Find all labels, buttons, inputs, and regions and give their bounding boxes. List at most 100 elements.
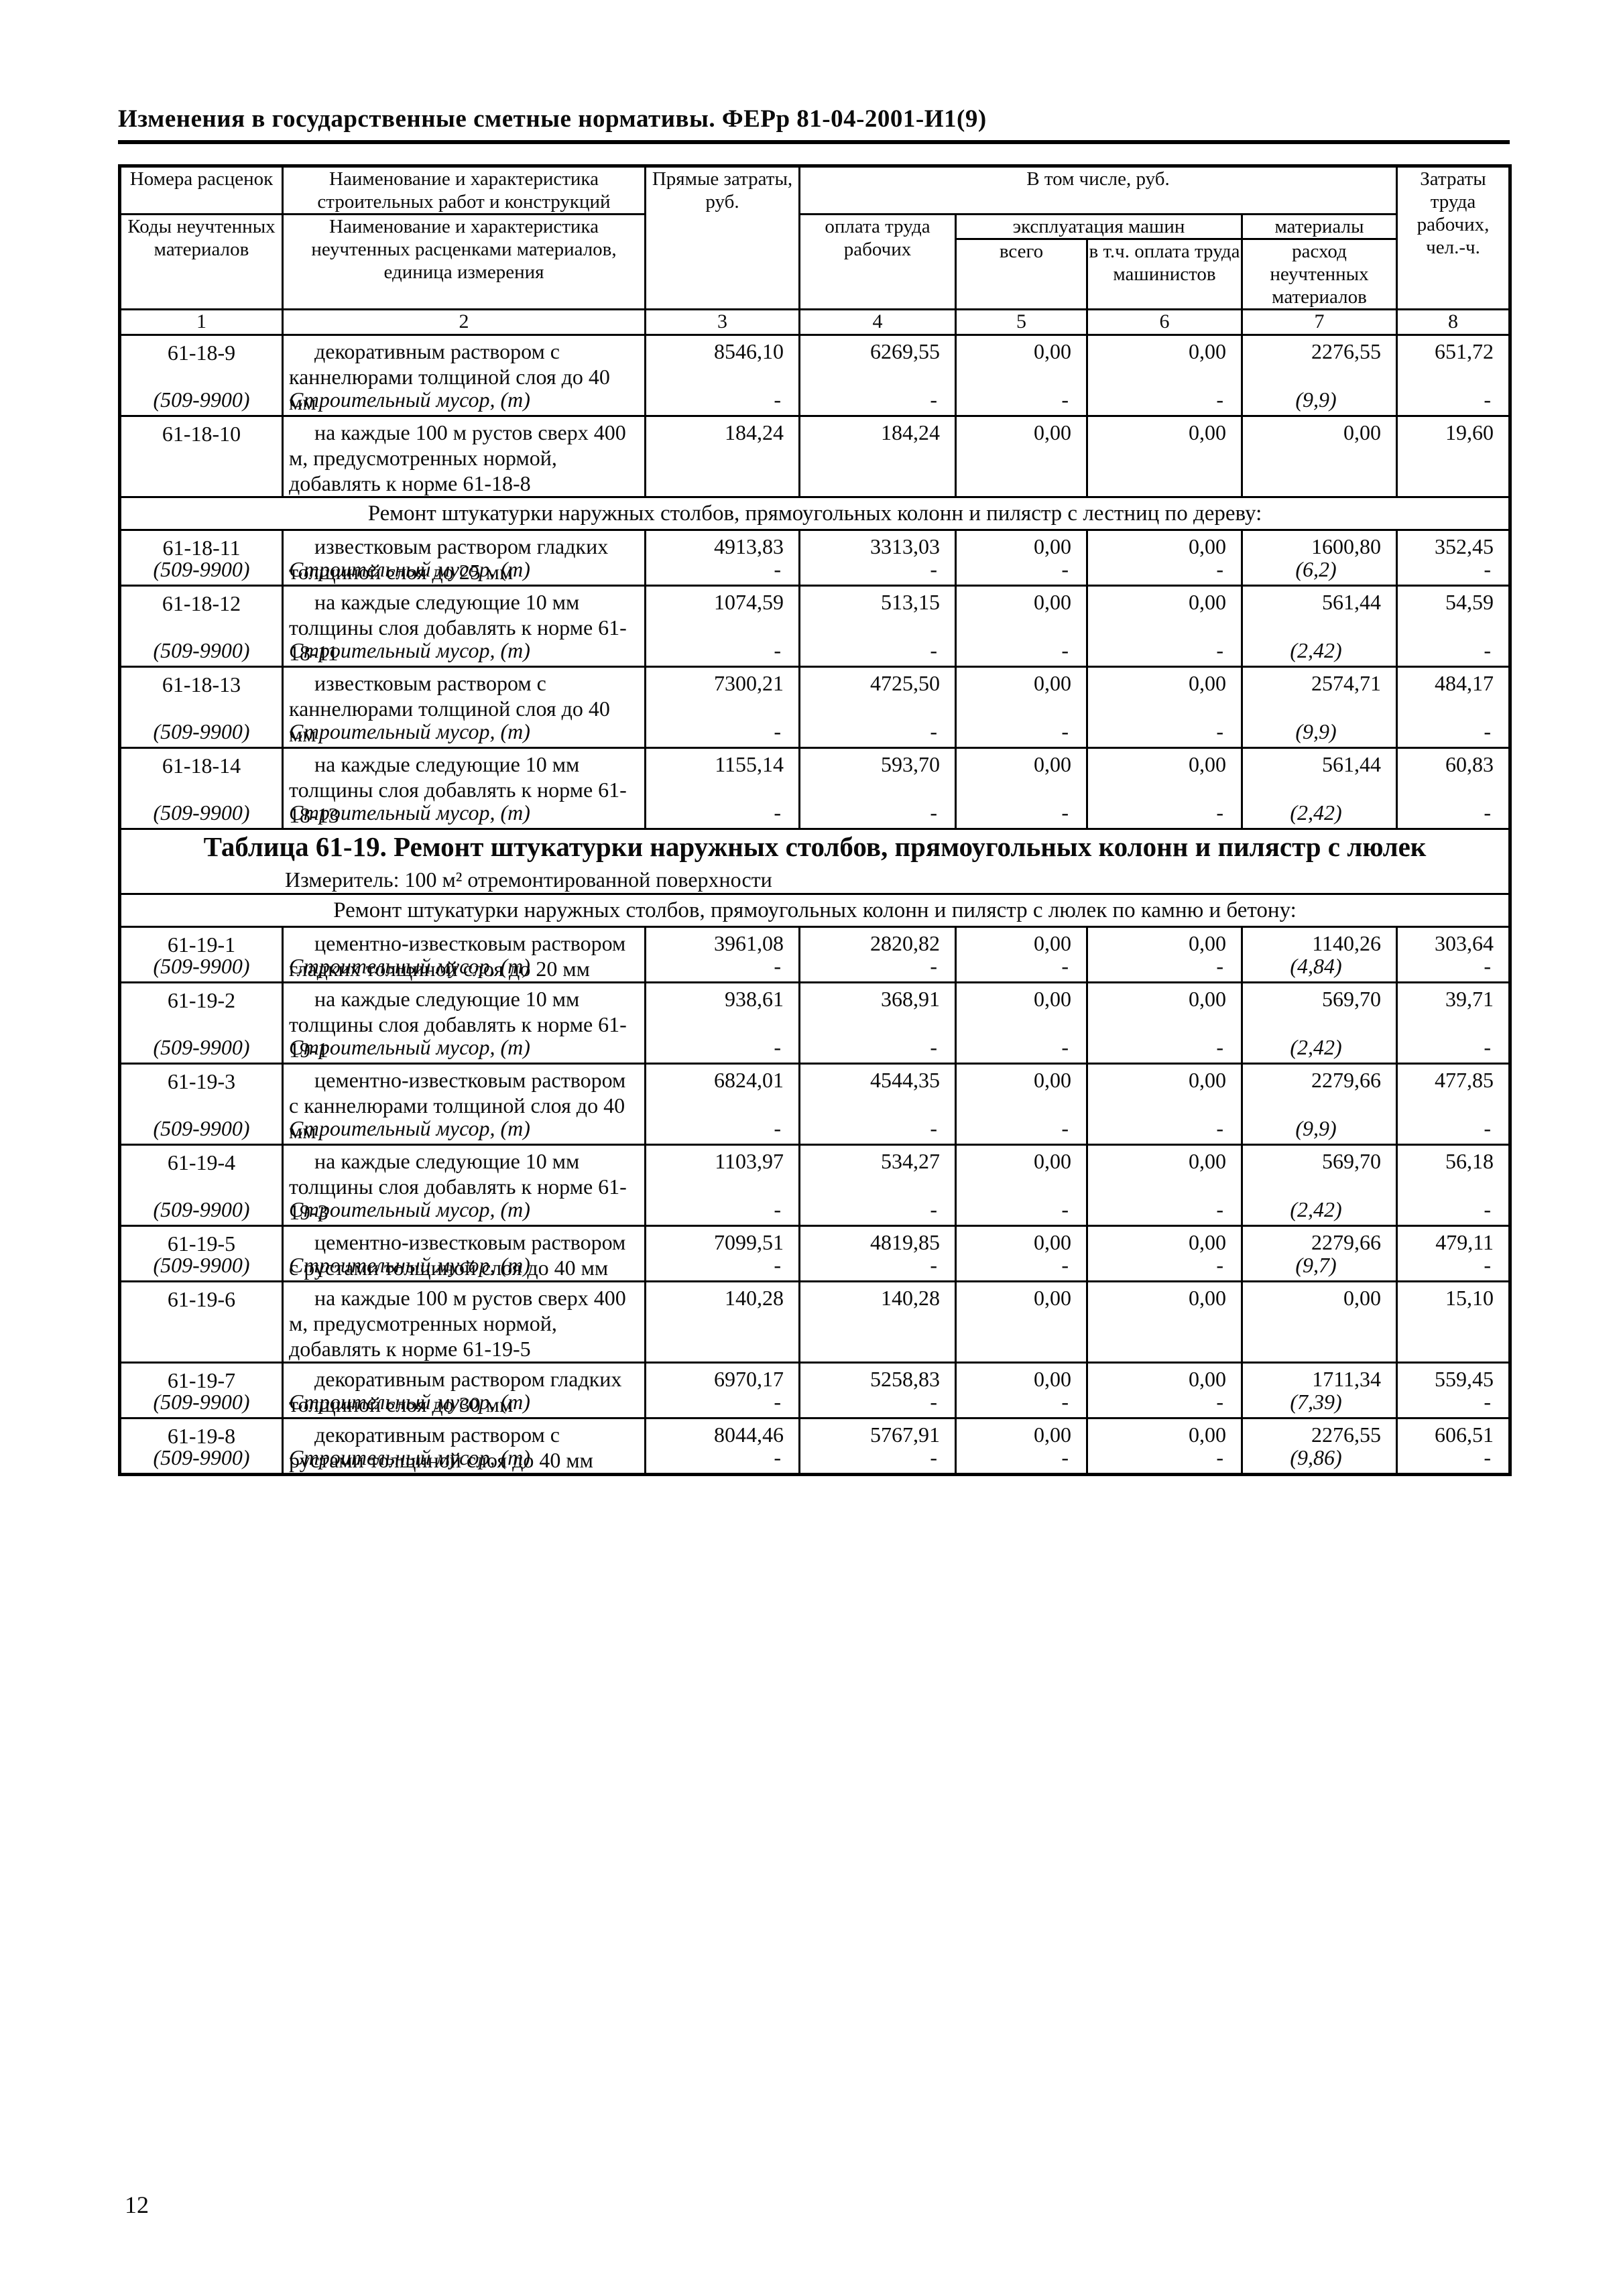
unaccounted-material-desc: Строительный мусор, (т) bbox=[289, 1445, 530, 1469]
unaccounted-material-value: - bbox=[1216, 719, 1223, 743]
row-value-cell: 56,18 - bbox=[1396, 1144, 1511, 1227]
row-value-cell: 60,83 - bbox=[1396, 747, 1511, 830]
row-value: 477,85 bbox=[1435, 1068, 1494, 1092]
unaccounted-material-value: - bbox=[1061, 1445, 1069, 1469]
row-value-cell: 1600,80 (6,2) bbox=[1241, 529, 1398, 587]
unaccounted-material-value: - bbox=[1061, 638, 1069, 662]
row-value-cell: 0,00 bbox=[1241, 415, 1398, 498]
row-value: 0,00 bbox=[1034, 1423, 1071, 1447]
row-value-cell: 3313,03- bbox=[798, 529, 957, 587]
row-value-cell: 7300,21 - bbox=[644, 666, 800, 749]
row-desc-cell: на каждые 100 м рустов сверх 400 м, пред… bbox=[282, 415, 646, 498]
unaccounted-material-code: (509-9900) bbox=[153, 800, 250, 825]
unaccounted-material-code: (509-9900) bbox=[153, 719, 250, 743]
unaccounted-material-value: - bbox=[774, 719, 781, 743]
row-code-cell: 61-19-2 (509-9900) bbox=[119, 981, 284, 1065]
row-value-cell: 6269,55 - bbox=[798, 334, 957, 417]
row-desc: декоративным раствором гладких толщиной … bbox=[289, 1367, 622, 1416]
unaccounted-material-value: - bbox=[774, 800, 781, 825]
row-code: 61-19-2 bbox=[167, 988, 236, 1012]
row-desc: на каждые следующие 10 мм толщины слоя д… bbox=[289, 752, 627, 827]
row-value: 0,00 bbox=[1034, 1068, 1071, 1092]
row-value: 184,24 bbox=[725, 420, 784, 444]
row-value-cell: 8044,46- bbox=[644, 1417, 800, 1475]
unaccounted-material-value: - bbox=[1484, 719, 1491, 743]
row-value: 0,00 bbox=[1189, 671, 1226, 695]
row-desc-cell: на каждые следующие 10 мм толщины слоя д… bbox=[282, 585, 646, 668]
table-row: 61-19-6 на каждые 100 м рустов сверх 400 … bbox=[119, 1280, 1511, 1364]
row-value-cell: 0,00- bbox=[1086, 747, 1243, 830]
row-value-cell: 569,70 (2,42) bbox=[1241, 1144, 1398, 1227]
row-value: 0,00 bbox=[1189, 931, 1226, 955]
row-value: 0,00 bbox=[1034, 931, 1071, 955]
unaccounted-material-value: - bbox=[1216, 1035, 1223, 1059]
row-value: 0,00 bbox=[1189, 1423, 1226, 1447]
row-value: 5767,91 bbox=[870, 1423, 940, 1447]
row-value: 559,45 bbox=[1435, 1367, 1494, 1391]
row-value-cell: 1711,34 (7,39) bbox=[1241, 1362, 1398, 1419]
row-code-cell: 61-19-5 (509-9900) bbox=[119, 1225, 284, 1282]
document-header-title: Изменения в государственные сметные норм… bbox=[118, 105, 1510, 144]
row-value-cell: 0,00- bbox=[955, 926, 1088, 983]
column-number: 4 bbox=[798, 308, 957, 336]
row-value: 0,00 bbox=[1034, 1230, 1071, 1254]
row-value-cell: 477,85 - bbox=[1396, 1063, 1511, 1146]
unaccounted-material-value: - bbox=[1484, 1390, 1491, 1414]
unaccounted-material-value: (2,42) bbox=[1290, 638, 1342, 662]
row-code: 61-19-1 bbox=[167, 932, 236, 957]
row-value-cell: 0,00- bbox=[955, 1144, 1088, 1227]
row-value: 0,00 bbox=[1034, 590, 1071, 614]
header-cell-workers-pay: оплата труда рабочих bbox=[798, 213, 957, 310]
row-value-cell: 3961,08- bbox=[644, 926, 800, 983]
unaccounted-material-value: (9,86) bbox=[1290, 1445, 1342, 1469]
row-value-cell: 303,64- bbox=[1396, 926, 1511, 983]
table-title-row: Таблица 61-19. Ремонт штукатурки наружны… bbox=[119, 828, 1511, 895]
table-row: 61-19-8 (509-9900) декоративным раствором … bbox=[119, 1417, 1511, 1475]
unaccounted-material-value: - bbox=[930, 954, 937, 978]
section-label: Ремонт штукатурки наружных столбов, прям… bbox=[119, 496, 1511, 531]
row-value: 4819,85 bbox=[870, 1230, 940, 1254]
row-value: 7099,51 bbox=[714, 1230, 784, 1254]
row-value-cell: 0,00- bbox=[955, 981, 1088, 1065]
unaccounted-material-code: (509-9900) bbox=[153, 387, 250, 412]
header-cell-material-consumption: расход неучтенных материалов bbox=[1241, 238, 1398, 310]
row-value-cell: 1103,97 - bbox=[644, 1144, 800, 1227]
row-value: 0,00 bbox=[1189, 1367, 1226, 1391]
unaccounted-material-desc: Строительный мусор, (т) bbox=[289, 387, 530, 412]
row-value-cell: 0,00 - bbox=[955, 585, 1088, 668]
row-value: 8546,10 bbox=[714, 339, 784, 363]
unaccounted-material-value: - bbox=[774, 1390, 781, 1414]
unaccounted-material-value: - bbox=[930, 1116, 937, 1140]
unaccounted-material-desc: Строительный мусор, (т) bbox=[289, 1116, 530, 1140]
table-row: 61-18-12 (509-9900) на каждые следующие 10… bbox=[119, 585, 1511, 668]
page-content: Изменения в государственные сметные норм… bbox=[118, 0, 1512, 1476]
row-desc: на каждые 100 м рустов сверх 400 м, пред… bbox=[289, 1286, 626, 1361]
unaccounted-material-value: - bbox=[1484, 954, 1491, 978]
row-desc: на каждые следующие 10 мм толщины слоя д… bbox=[289, 590, 627, 665]
unaccounted-material-code: (509-9900) bbox=[153, 1116, 250, 1140]
row-value: 3961,08 bbox=[714, 931, 784, 955]
row-code-cell: 61-18-14 (509-9900) bbox=[119, 747, 284, 830]
column-number: 8 bbox=[1396, 308, 1511, 336]
row-desc: известковым раствором гладких толщиной с… bbox=[289, 534, 609, 584]
header-cell-drivers-pay: в т.ч. оплата труда машинистов bbox=[1086, 238, 1243, 310]
row-code-cell: 61-19-1 (509-9900) bbox=[119, 926, 284, 983]
row-desc-cell: цементно-известковым раствором с рустами… bbox=[282, 1225, 646, 1282]
row-code: 61-19-5 bbox=[167, 1231, 236, 1256]
row-value: 513,15 bbox=[881, 590, 940, 614]
row-value: 1155,14 bbox=[715, 752, 784, 776]
unaccounted-material-value: - bbox=[774, 954, 781, 978]
row-value-cell: 140,28 bbox=[798, 1280, 957, 1364]
table-row: 61-19-4 (509-9900) на каждые следующие 10 … bbox=[119, 1144, 1511, 1227]
row-desc-cell: цементно-известковым раствором гладких т… bbox=[282, 926, 646, 983]
row-value: 569,70 bbox=[1322, 1149, 1381, 1173]
unaccounted-material-value: (4,84) bbox=[1290, 954, 1342, 978]
header-cell-machines: эксплуатация машин bbox=[955, 213, 1243, 240]
unaccounted-material-value: (6,2) bbox=[1295, 557, 1337, 581]
row-value: 140,28 bbox=[881, 1286, 940, 1310]
row-code-cell: 61-18-11 (509-9900) bbox=[119, 529, 284, 587]
unaccounted-material-value: - bbox=[930, 638, 937, 662]
row-value-cell: 1140,26 (4,84) bbox=[1241, 926, 1398, 983]
row-value: 0,00 bbox=[1034, 534, 1071, 558]
unaccounted-material-value: - bbox=[1484, 1116, 1491, 1140]
